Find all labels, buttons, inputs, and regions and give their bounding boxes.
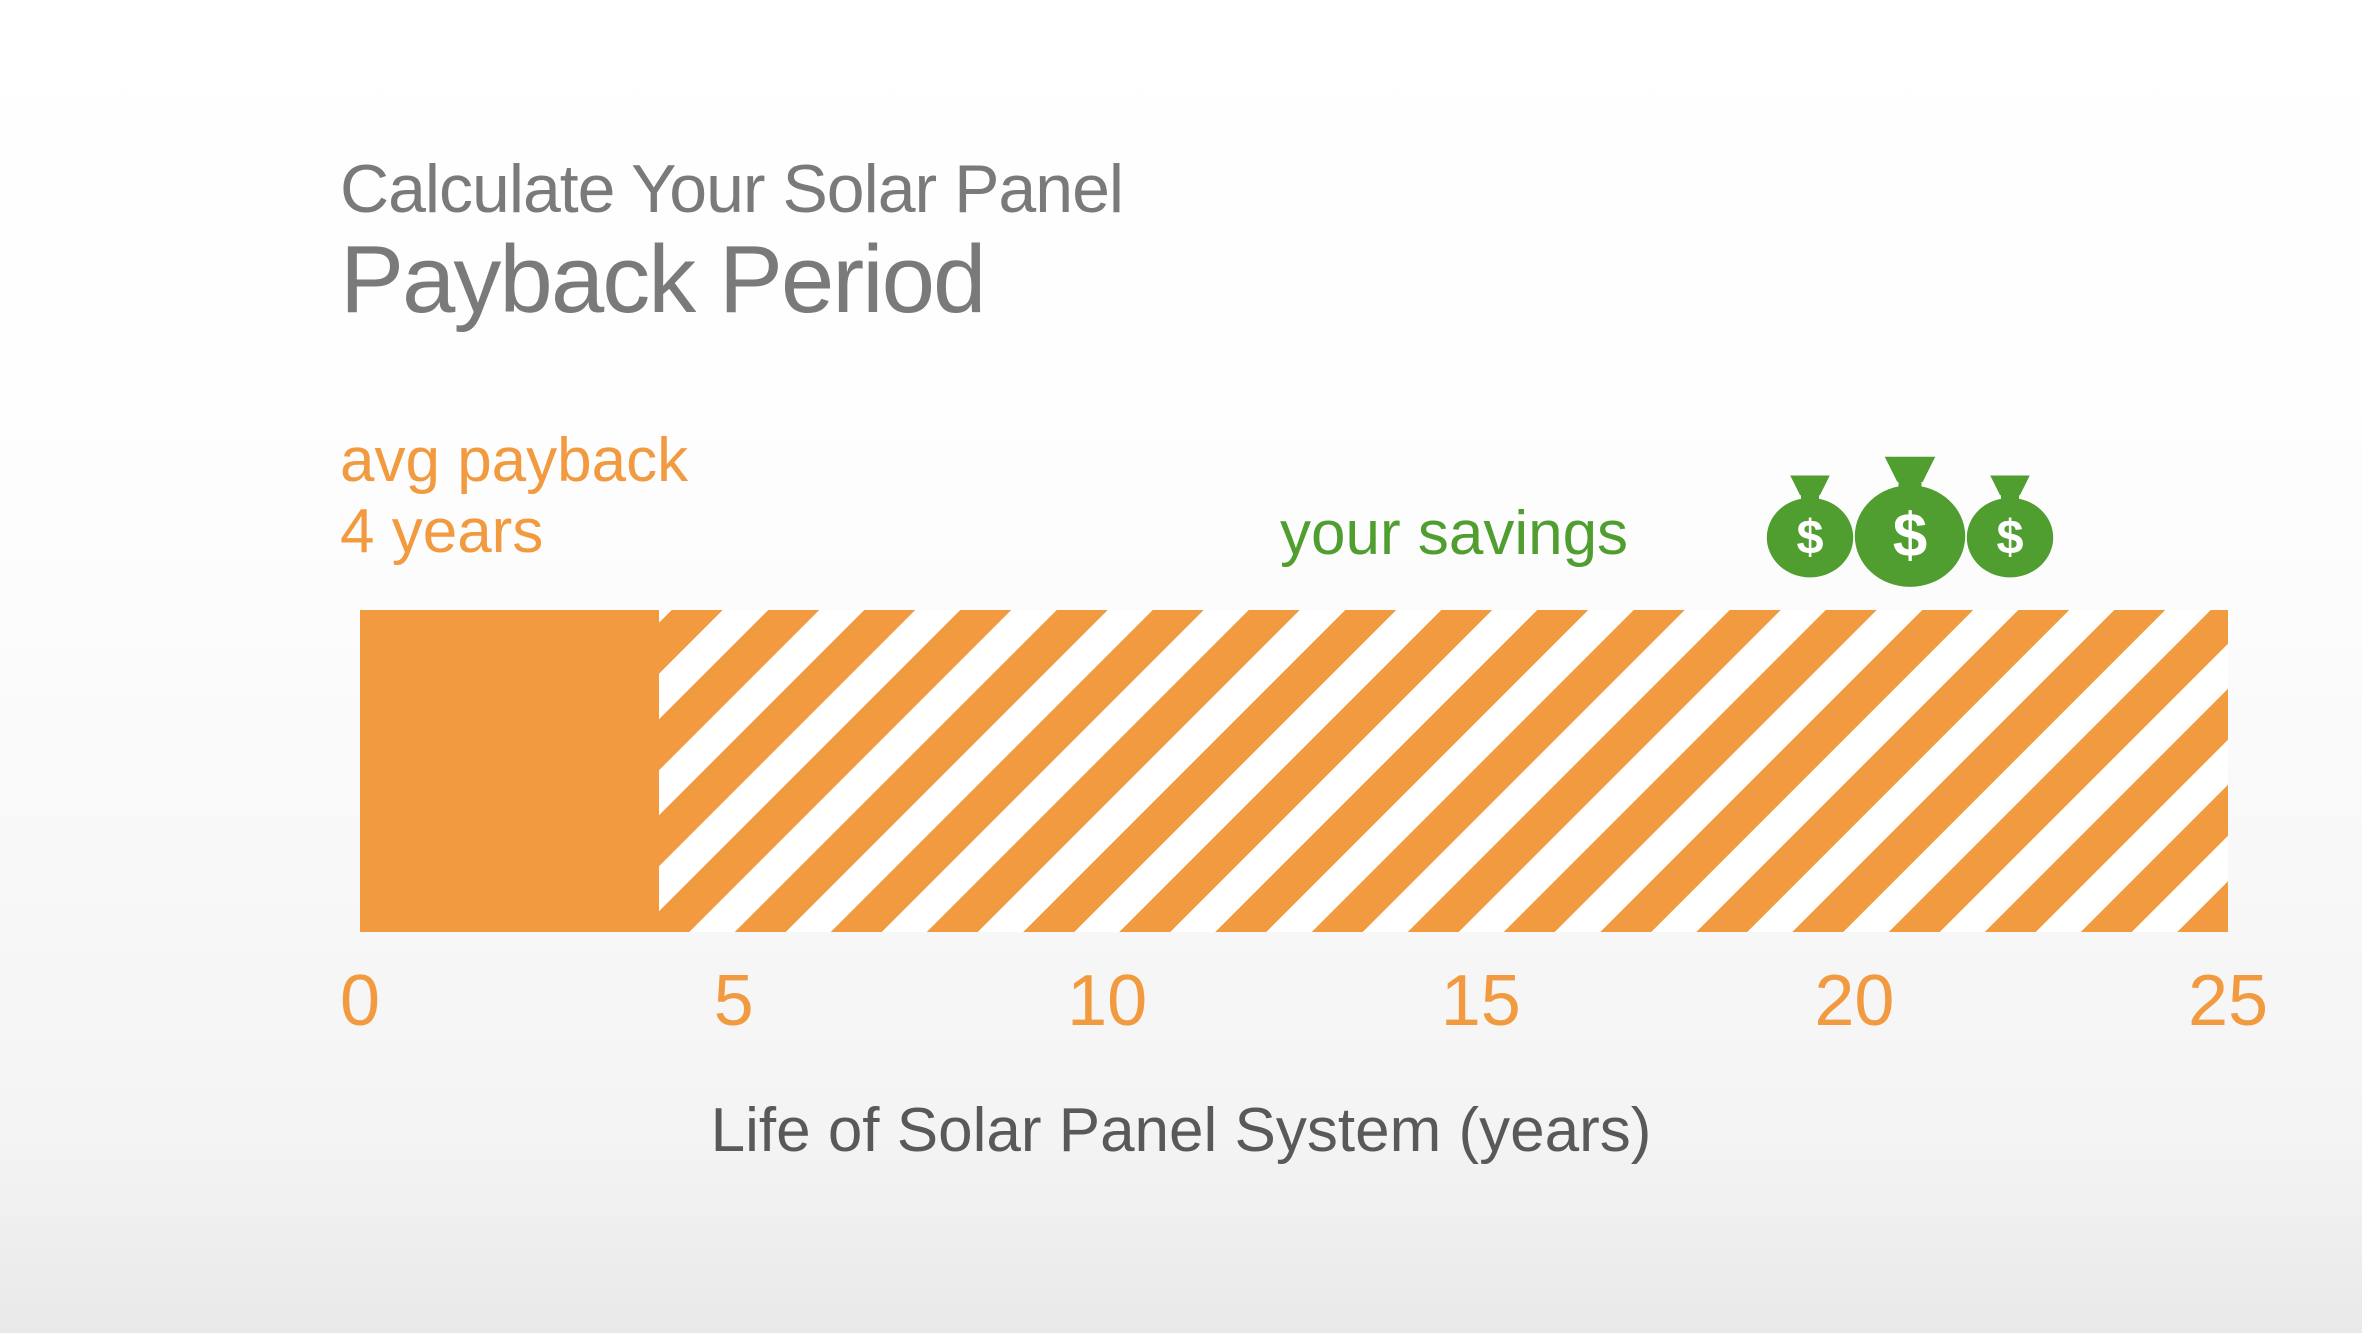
- x-tick: 5: [714, 960, 754, 1042]
- svg-text:$: $: [1796, 511, 1823, 565]
- timeline-bar-payback-region: [360, 610, 659, 932]
- x-tick: 10: [1067, 960, 1147, 1042]
- money-bags-icon: $ $ $: [1720, 425, 2100, 595]
- payback-label-line2: 4 years: [340, 497, 543, 566]
- x-tick: 25: [2188, 960, 2268, 1042]
- x-tick: 15: [1441, 960, 1521, 1042]
- x-tick: 0: [340, 960, 380, 1042]
- payback-label: avg payback 4 years: [340, 425, 688, 568]
- x-tick: 20: [1814, 960, 1894, 1042]
- svg-text:$: $: [1893, 502, 1928, 571]
- payback-label-line1: avg payback: [340, 426, 688, 495]
- title-line1: Calculate Your Solar Panel: [340, 150, 1123, 228]
- savings-label: your savings: [1280, 498, 1628, 569]
- title-line2: Payback Period: [340, 225, 984, 335]
- svg-text:$: $: [1996, 511, 2023, 565]
- timeline-bar: [360, 610, 2228, 932]
- x-axis-label: Life of Solar Panel System (years): [0, 1095, 2362, 1166]
- infographic-root: Calculate Your Solar Panel Payback Perio…: [0, 0, 2362, 1333]
